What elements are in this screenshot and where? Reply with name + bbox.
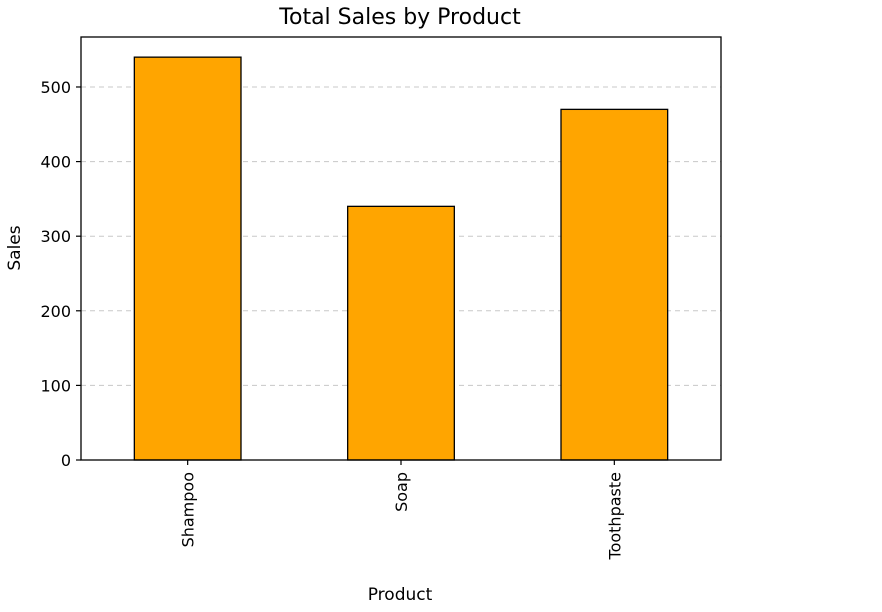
y-axis-label: Sales	[5, 225, 25, 270]
y-tick-label-200: 200	[40, 302, 71, 321]
y-tick-label-0: 0	[61, 451, 71, 470]
x-axis-ticks: Shampoo Soap Toothpaste	[179, 460, 624, 560]
y-tick-label-500: 500	[40, 78, 71, 97]
bar-toothpaste	[560, 108, 669, 461]
y-tick-label-300: 300	[40, 227, 71, 246]
y-tick-label-100: 100	[40, 376, 71, 395]
x-tick-label-soap: Soap	[392, 472, 411, 512]
bars	[133, 56, 669, 461]
bar-soap	[347, 205, 455, 461]
x-tick-label-toothpaste: Toothpaste	[605, 472, 624, 560]
bar-shampoo	[133, 56, 242, 461]
x-axis-label: Product	[368, 585, 433, 605]
y-axis-ticks: 0 100 200 300 400 500	[40, 78, 81, 470]
x-tick-label-shampoo: Shampoo	[179, 472, 198, 547]
chart-title: Total Sales by Product	[278, 5, 521, 30]
y-tick-label-400: 400	[40, 153, 71, 172]
